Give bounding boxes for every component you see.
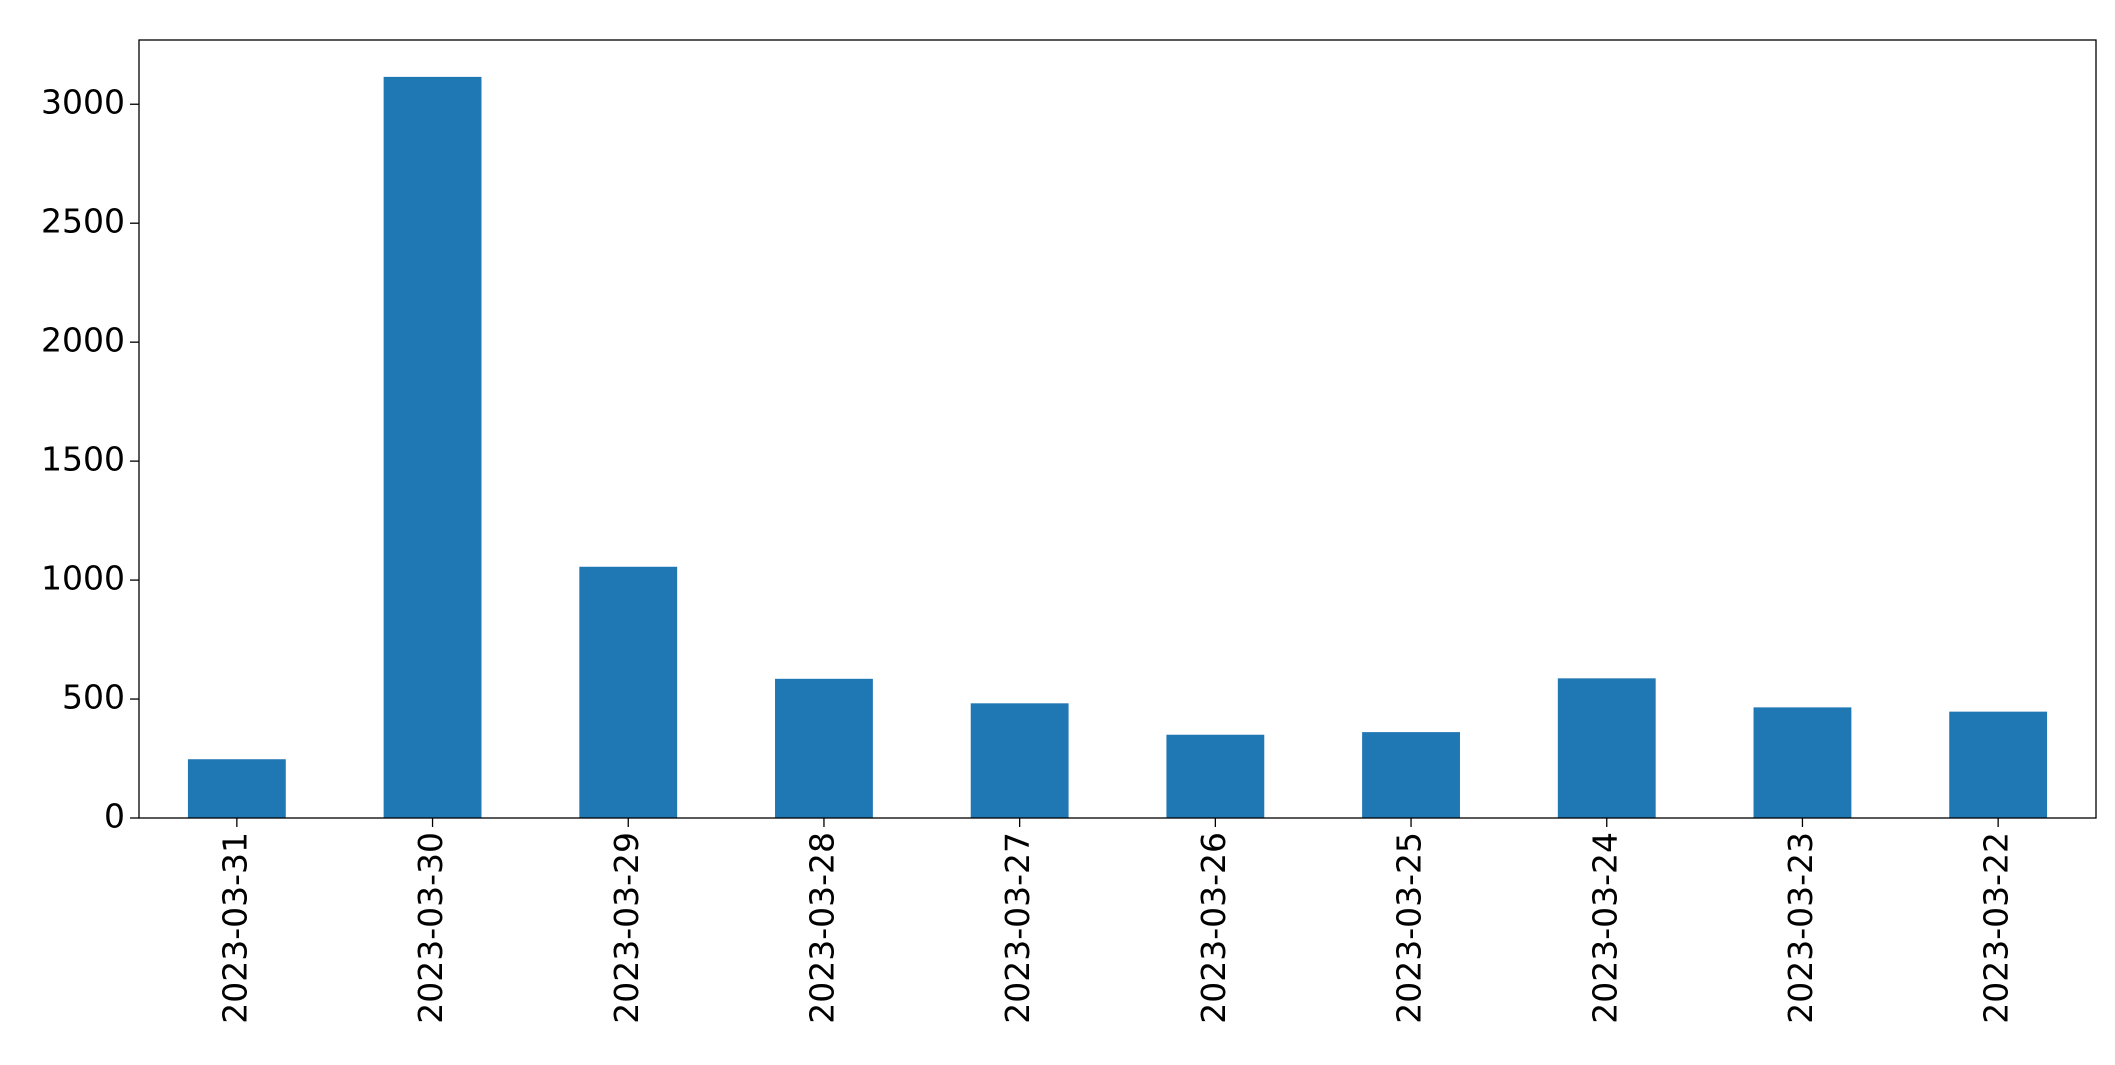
y-tick-label: 1000 (41, 559, 125, 598)
x-tick-label: 2023-03-22 (1977, 832, 2016, 1024)
x-tick-label: 2023-03-23 (1781, 832, 1820, 1024)
x-tick-label: 2023-03-28 (802, 832, 841, 1024)
bar (1557, 678, 1656, 818)
y-tick-label: 0 (104, 797, 125, 836)
x-tick-label: 2023-03-29 (607, 832, 646, 1024)
bar (1753, 707, 1852, 818)
x-tick-label: 2023-03-25 (1390, 832, 1429, 1024)
x-tick-label: 2023-03-27 (998, 832, 1037, 1024)
x-tick-label: 2023-03-24 (1585, 832, 1624, 1024)
y-tick-label: 1500 (41, 440, 125, 479)
bar (1949, 711, 2048, 818)
bar (579, 566, 678, 818)
x-tick-label: 2023-03-26 (1194, 832, 1233, 1024)
bar (1166, 734, 1265, 818)
y-tick-label: 3000 (41, 83, 125, 122)
bar (1362, 732, 1460, 818)
bar (187, 759, 286, 818)
x-tick-label: 2023-03-31 (215, 832, 254, 1024)
x-tick-label: 2023-03-30 (411, 832, 450, 1024)
y-tick-label: 500 (62, 678, 125, 717)
plot-frame (138, 39, 2097, 819)
bar (970, 703, 1069, 818)
y-tick-label: 2500 (41, 202, 125, 241)
y-tick-label: 2000 (41, 321, 125, 360)
bar (383, 76, 482, 818)
bar (775, 678, 873, 818)
